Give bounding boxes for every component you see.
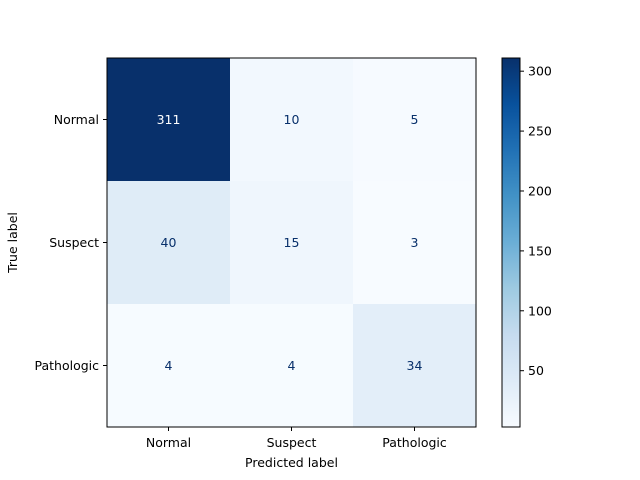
colorbar-tick-label-0: 50: [528, 363, 544, 378]
x-axis-label: Predicted label: [245, 455, 338, 470]
cell-value-0-2: 5: [411, 112, 419, 127]
cell-value-2-1: 4: [288, 358, 296, 373]
y-axis-ticks: Normal Suspect Pathologic: [34, 112, 107, 373]
colorbar-tick-label-3: 200: [528, 183, 552, 198]
cell-0-0: [107, 58, 231, 182]
cell-2-1: [230, 304, 354, 428]
cell-value-2-2: 34: [407, 358, 423, 373]
colorbar-tick-label-4: 250: [528, 124, 552, 139]
colorbar: [501, 57, 521, 428]
cell-1-1: [230, 181, 354, 305]
cell-value-0-1: 10: [284, 112, 300, 127]
y-axis-label: True label: [5, 212, 20, 274]
x-tick-label-1: Suspect: [267, 435, 317, 450]
cell-1-0: [107, 181, 231, 305]
x-axis-ticks: Normal Suspect Pathologic: [146, 427, 447, 450]
cell-value-1-0: 40: [161, 235, 177, 250]
y-tick-label-1: Suspect: [49, 235, 99, 250]
cell-value-labels: 311 10 540 15 34 4 34: [157, 112, 423, 373]
cell-0-1: [230, 58, 354, 182]
cell-value-2-0: 4: [165, 358, 173, 373]
colorbar-tick-label-5: 300: [528, 64, 552, 79]
cell-value-1-2: 3: [411, 235, 419, 250]
y-tick-label-2: Pathologic: [34, 358, 99, 373]
x-tick-label-2: Pathologic: [382, 435, 447, 450]
cell-2-0: [107, 304, 231, 428]
cell-value-1-1: 15: [284, 235, 300, 250]
colorbar-tick-label-2: 150: [528, 243, 552, 258]
x-tick-label-0: Normal: [146, 435, 191, 450]
cell-1-2: [353, 181, 477, 305]
colorbar-tick-label-1: 100: [528, 303, 552, 318]
colorbar-ticks: 50 100 150 200 250 300: [520, 64, 552, 378]
cell-value-0-0: 311: [157, 112, 181, 127]
cell-0-2: [353, 58, 477, 182]
y-tick-label-0: Normal: [54, 112, 99, 127]
cell-2-2: [353, 304, 477, 428]
heatmap-cells: [107, 58, 477, 428]
